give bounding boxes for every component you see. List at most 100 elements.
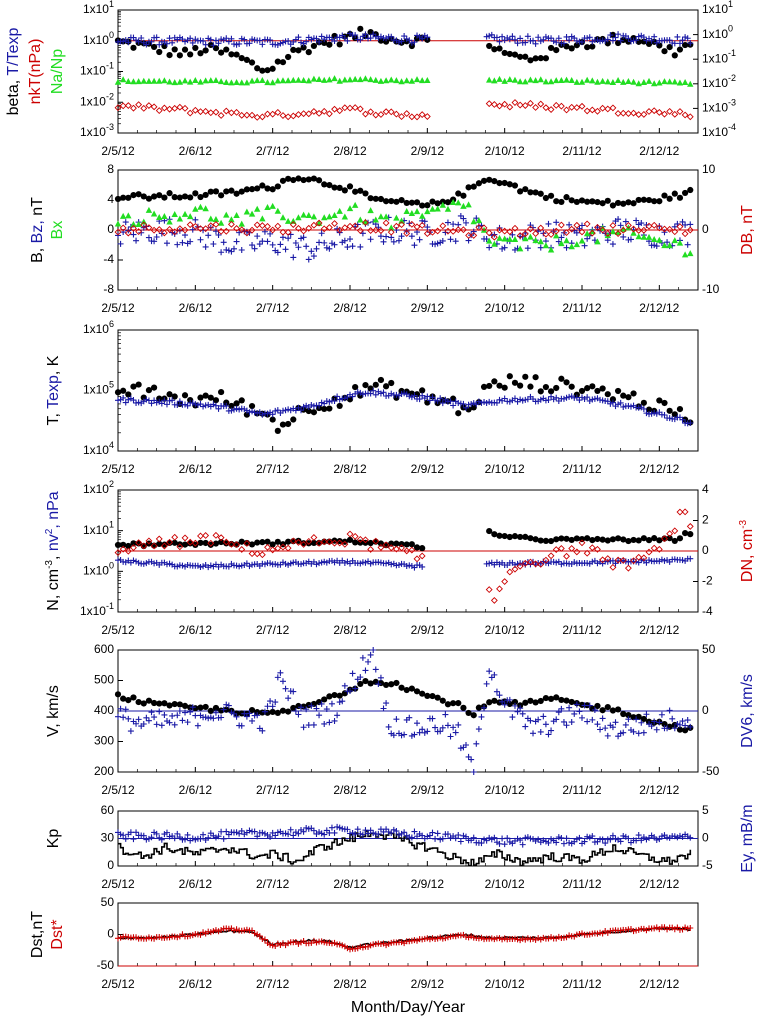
data-point — [413, 113, 421, 121]
data-point — [161, 541, 168, 548]
data-point — [519, 397, 526, 404]
data-point — [501, 532, 508, 540]
data-point — [259, 829, 266, 836]
data-point — [671, 237, 678, 244]
data-point — [682, 189, 689, 197]
data-point — [359, 944, 366, 951]
data-point — [321, 214, 328, 221]
data-point — [163, 401, 170, 408]
data-point — [156, 395, 163, 402]
data-point — [444, 934, 451, 941]
data-point — [354, 388, 361, 395]
data-point — [316, 402, 323, 409]
data-point — [620, 729, 627, 736]
data-point — [382, 213, 390, 220]
data-point — [344, 37, 351, 44]
data-point — [671, 725, 678, 732]
y-tick-label-right-exp: -2 — [728, 73, 736, 83]
data-point — [460, 832, 467, 839]
data-point — [300, 541, 308, 548]
data-point — [292, 407, 299, 414]
data-point — [468, 837, 475, 844]
data-point — [133, 558, 140, 565]
data-point — [385, 828, 392, 835]
data-point — [130, 540, 137, 547]
data-point — [166, 218, 173, 225]
data-point — [197, 108, 204, 116]
data-point — [661, 48, 668, 55]
data-point — [604, 703, 611, 711]
data-point — [687, 924, 694, 931]
data-point — [359, 654, 366, 661]
data-point — [666, 530, 674, 538]
data-point — [197, 931, 204, 938]
data-point — [671, 556, 678, 563]
data-point — [192, 76, 199, 83]
data-point — [246, 409, 253, 416]
data-point — [643, 559, 650, 566]
data-point — [184, 719, 191, 726]
data-point — [249, 36, 256, 43]
data-point — [272, 699, 279, 706]
data-point — [437, 395, 444, 402]
data-point — [522, 373, 529, 380]
data-point — [274, 538, 281, 545]
data-point — [298, 407, 305, 414]
data-point — [418, 221, 426, 229]
data-point — [408, 77, 416, 84]
data-point — [310, 409, 318, 416]
data-point — [217, 219, 225, 226]
data-point — [655, 545, 663, 553]
data-point — [352, 685, 359, 692]
data-point — [321, 696, 328, 703]
data-point — [326, 41, 333, 48]
y-tick-label-left: 4 — [107, 192, 114, 206]
data-point — [442, 935, 449, 942]
data-point — [398, 540, 405, 548]
data-point — [189, 704, 196, 711]
data-point — [310, 539, 318, 547]
data-point — [120, 832, 127, 839]
data-point — [594, 535, 601, 543]
data-point — [640, 925, 647, 932]
data-point — [419, 563, 426, 570]
data-point — [578, 701, 586, 708]
data-point — [511, 379, 519, 386]
data-point — [578, 228, 586, 236]
data-point — [289, 221, 297, 229]
data-point — [359, 391, 366, 398]
data-point — [573, 104, 581, 112]
data-point — [573, 931, 580, 938]
data-point — [560, 395, 567, 402]
data-point — [287, 560, 294, 567]
right-axis-label-part-0-sup: -3 — [738, 519, 749, 528]
data-point — [403, 208, 410, 215]
data-point — [256, 933, 263, 940]
data-point — [395, 39, 402, 46]
data-point — [571, 559, 578, 566]
data-point — [228, 407, 235, 414]
data-point — [640, 78, 648, 85]
data-point — [558, 198, 565, 206]
data-point — [651, 409, 658, 416]
data-point — [491, 378, 498, 385]
data-point — [357, 560, 364, 567]
data-point — [620, 536, 627, 543]
data-point — [171, 933, 178, 940]
data-point — [114, 389, 122, 396]
data-point — [192, 44, 199, 52]
data-point — [153, 234, 160, 241]
data-point — [619, 557, 627, 564]
data-point — [176, 227, 183, 234]
data-point — [169, 39, 176, 46]
data-point — [303, 38, 310, 45]
data-point — [398, 390, 405, 397]
data-point — [666, 407, 673, 414]
data-point — [207, 77, 214, 84]
data-point — [357, 76, 364, 83]
data-point — [223, 188, 230, 195]
x-tick-label: 2/5/12 — [101, 783, 135, 797]
data-point — [279, 77, 287, 84]
data-point — [127, 728, 134, 735]
y-tick-label-left: 8 — [107, 162, 114, 176]
